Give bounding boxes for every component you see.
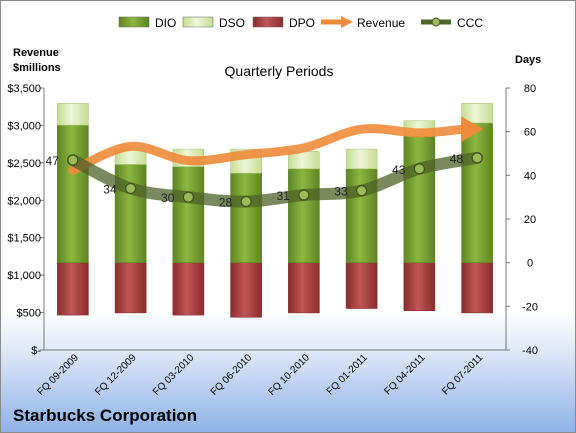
ccc-point <box>471 152 483 164</box>
bar-dio <box>403 135 436 263</box>
bar-dpo <box>230 262 262 318</box>
y-right-title: Days <box>515 54 541 66</box>
bar-dso <box>57 102 89 126</box>
y-left-tick-label: $1,500 <box>7 233 41 245</box>
bar-dpo <box>461 262 493 314</box>
ccc-data-label: 34 <box>103 182 117 196</box>
y-left-tick-label: $3,500 <box>7 83 41 95</box>
bar-dio <box>57 124 89 263</box>
ccc-data-label: 31 <box>277 189 291 203</box>
ccc-data-label: 48 <box>450 152 464 166</box>
bar-dso <box>461 102 493 124</box>
bar-dpo <box>57 262 89 316</box>
x-tick-label: FQ 07-2011 <box>440 352 485 397</box>
company-name: Starbucks Corporation <box>13 406 198 425</box>
y-left-title-line2: $millions <box>13 62 61 74</box>
ccc-data-label: 33 <box>334 185 348 199</box>
legend-label: DSO <box>219 16 245 30</box>
y-right-tick-label: 40 <box>524 170 536 182</box>
legend-label: CCC <box>457 16 483 30</box>
y-right-tick-label: 60 <box>524 127 536 139</box>
bar-dio <box>230 172 262 263</box>
bar-dio <box>461 122 493 263</box>
y-left-title-line1: Revenue <box>13 47 59 59</box>
bar-dpo <box>345 262 378 309</box>
legend: DIO DSO DPO Revenue CCC <box>118 16 483 30</box>
ccc-point <box>413 163 425 175</box>
bar-dpo <box>288 262 320 314</box>
bar-dso <box>345 148 378 170</box>
ccc-data-label: 30 <box>161 191 175 205</box>
y-right-tick-label: 20 <box>524 214 536 226</box>
ccc-data-label: 43 <box>392 163 406 177</box>
ccc-data-label: 47 <box>46 154 60 168</box>
y-left-tick-label: $500 <box>17 308 41 320</box>
x-tick-label: FQ 04-2011 <box>383 352 428 397</box>
y-right-tick-label: -40 <box>522 345 538 357</box>
bar-dpo <box>114 262 147 314</box>
bar-dio <box>288 168 320 263</box>
legend-arrowhead <box>341 16 353 28</box>
chart-title: Quarterly Periods <box>225 63 334 79</box>
x-tick-label: FQ 09-2009 <box>35 352 81 398</box>
y-right-tick-label: -20 <box>522 301 538 313</box>
y-left-tick-label: $2,500 <box>7 158 41 170</box>
bar-dpo <box>172 262 205 316</box>
bar-dio <box>172 166 205 263</box>
ccc-point <box>67 154 79 166</box>
ccc-point <box>356 185 368 197</box>
y-right-tick-label: 80 <box>524 83 536 95</box>
y-right-tick-label: 0 <box>527 258 533 270</box>
legend-swatch <box>182 16 214 28</box>
x-tick-label: FQ 10-2010 <box>266 352 312 398</box>
x-tick-label: FQ 12-2009 <box>93 352 139 398</box>
legend-label: Revenue <box>357 16 405 30</box>
revenue-series <box>68 116 484 175</box>
y-left-tick-label: $2,000 <box>7 195 41 207</box>
bar-dpo <box>403 262 436 311</box>
legend-swatch <box>252 16 284 28</box>
axes: $- $500 $1,000 $1,500 $2,000 $2,500 $3,000 $3,5… <box>7 83 538 357</box>
legend-label: DPO <box>289 16 315 30</box>
revenue-arrowhead <box>461 116 484 143</box>
ccc-point <box>298 189 310 201</box>
ccc-point <box>182 191 194 203</box>
x-tick-label: FQ 01-2011 <box>325 352 370 397</box>
ccc-point <box>125 182 137 195</box>
x-tick-labels: FQ 09-2009 FQ 12-2009 FQ 03-2010 FQ 06-2010… <box>35 352 485 398</box>
ccc-point <box>240 195 252 208</box>
x-tick-label: FQ 06-2010 <box>209 352 255 398</box>
ccc-series: 47 34 30 28 31 33 43 48 <box>46 152 484 210</box>
legend-dot <box>431 17 441 27</box>
y-left-tick-label: $1,000 <box>7 270 41 282</box>
legend-swatch <box>118 16 150 28</box>
legend-label: DIO <box>155 16 176 30</box>
ccc-data-label: 28 <box>219 196 233 210</box>
x-tick-label: FQ 03-2010 <box>151 352 197 398</box>
y-left-tick-label: $3,000 <box>7 120 41 132</box>
y-left-tick-label: $- <box>31 345 41 357</box>
revenue-line <box>68 124 468 175</box>
